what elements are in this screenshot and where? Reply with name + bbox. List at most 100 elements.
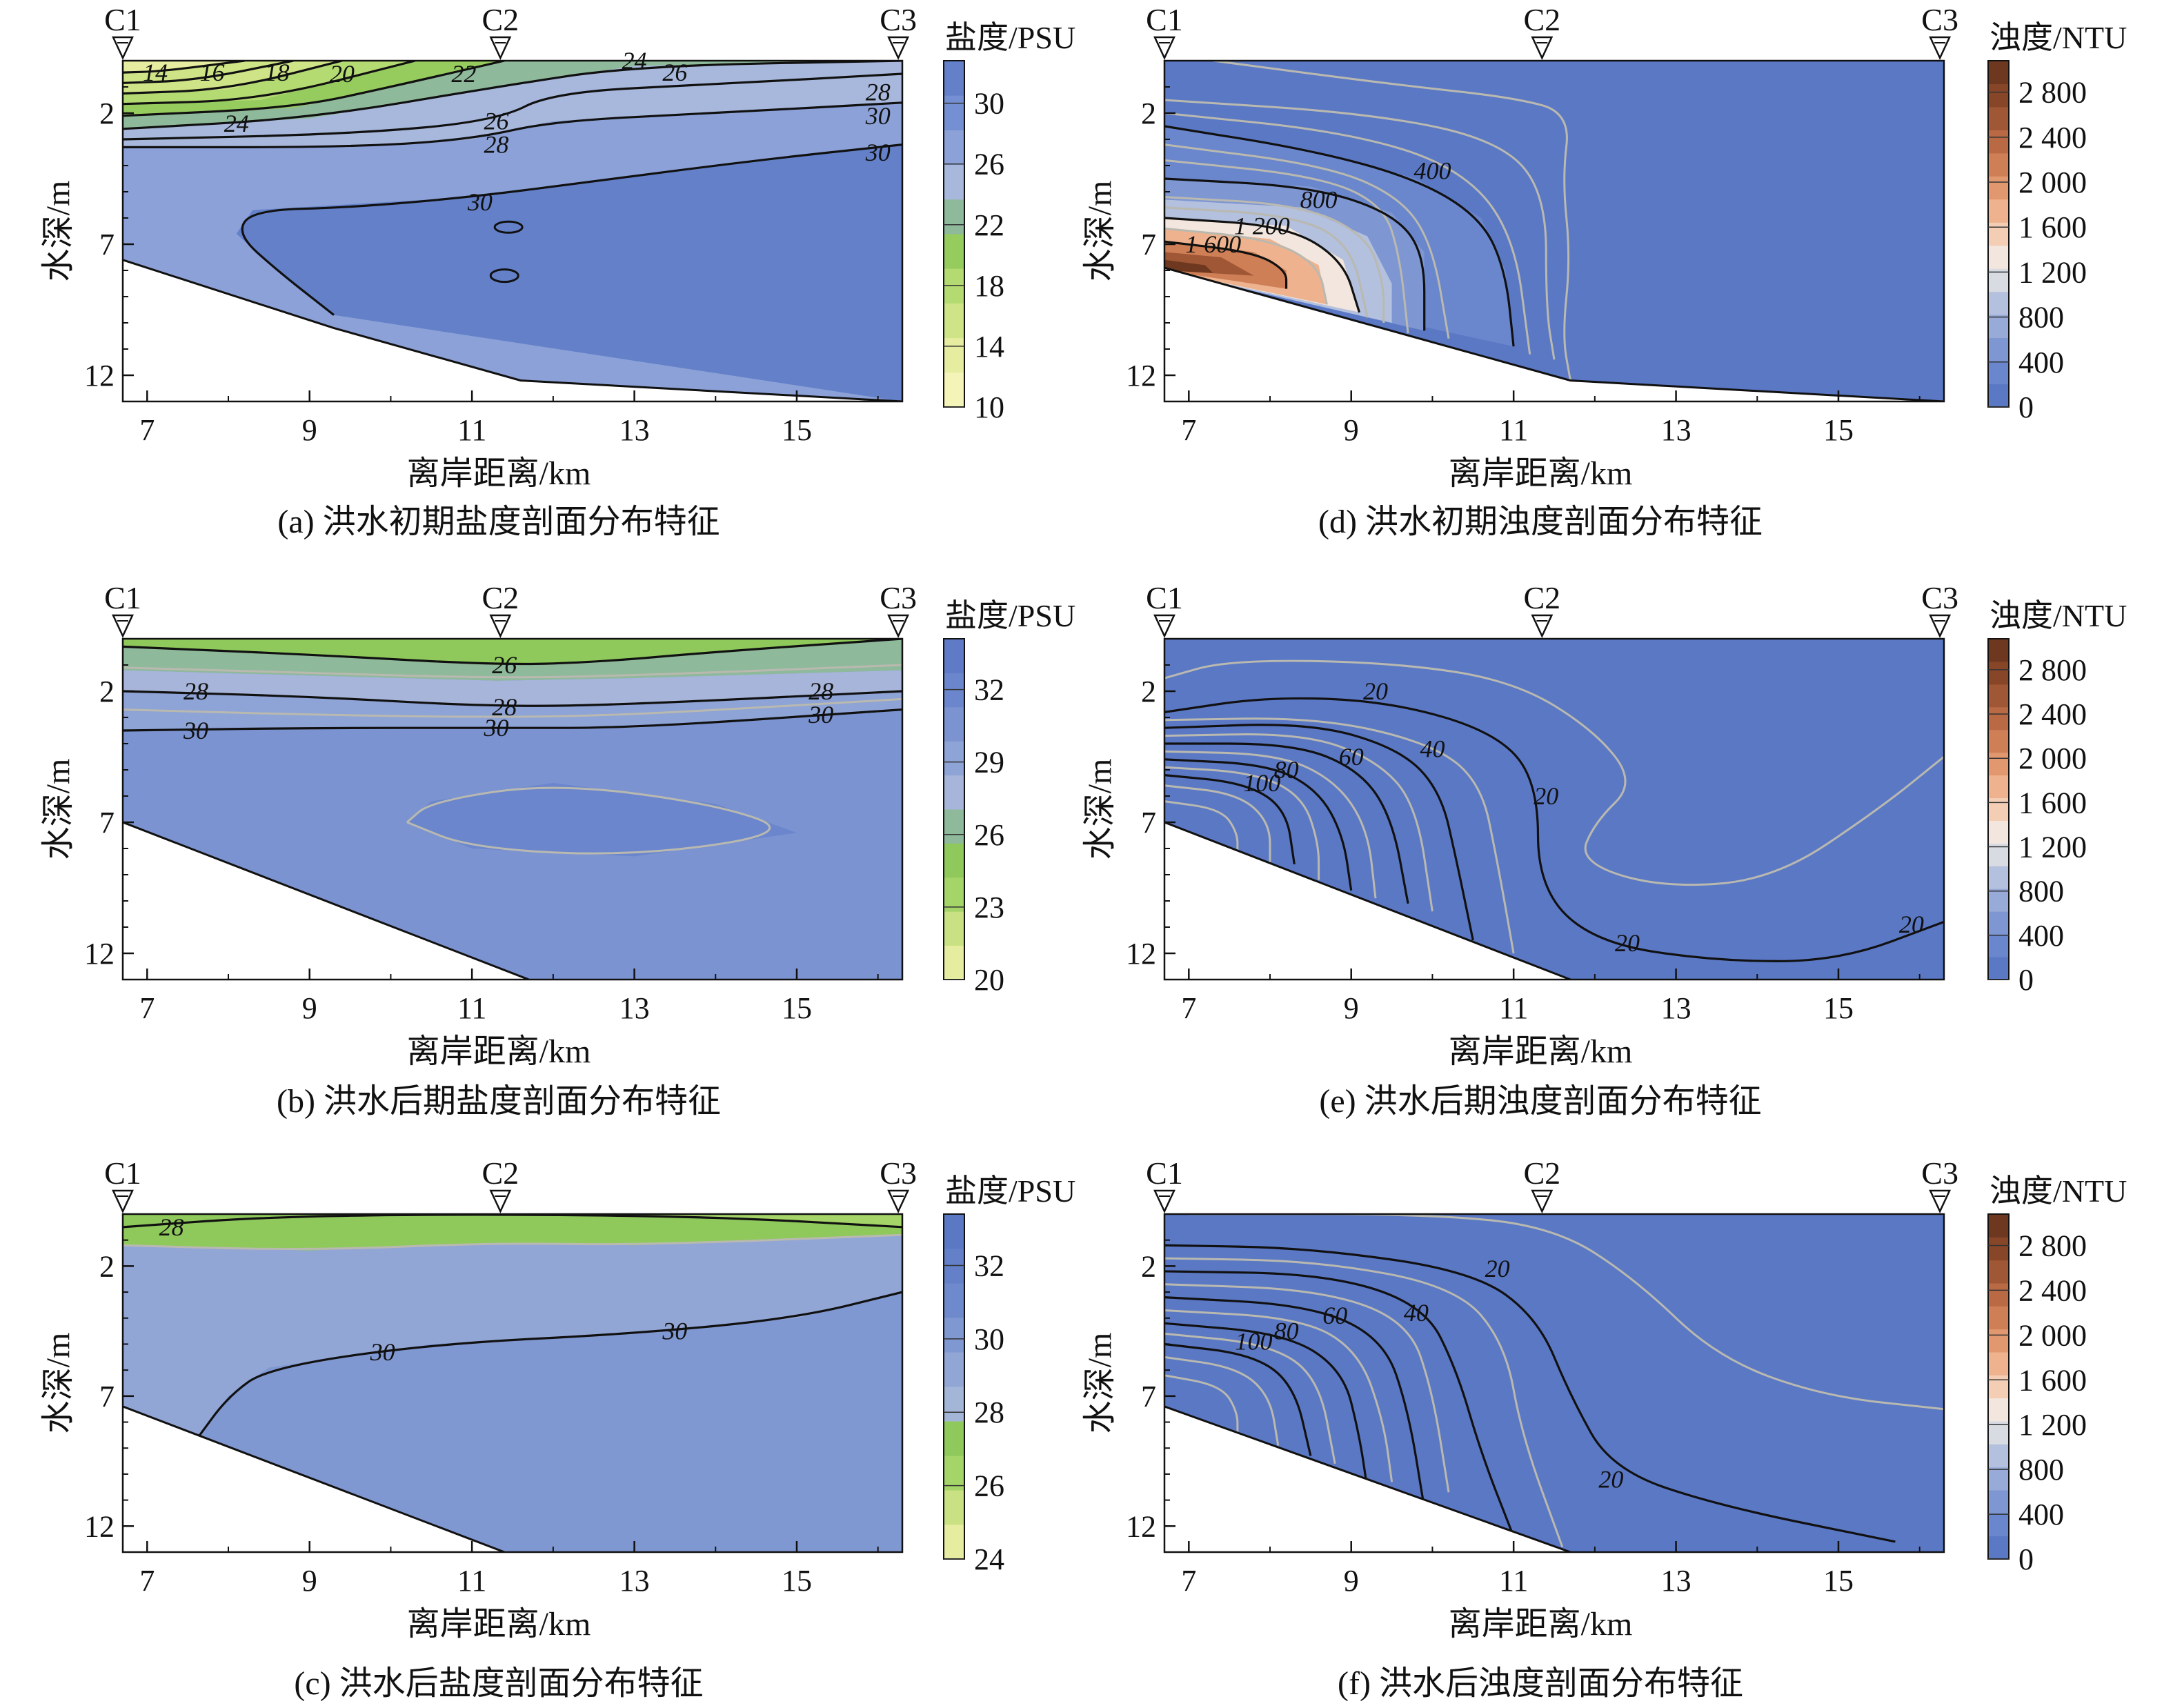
minor-contour-line (123, 1233, 902, 1251)
station-marker-icon (112, 1189, 134, 1213)
colorbar-swatch (944, 234, 964, 269)
station-label: C2 (482, 580, 519, 615)
colorbar-swatch (1988, 222, 2009, 246)
plot-area (123, 61, 902, 401)
fill-zone (1164, 259, 1213, 273)
minor-contour-line (1164, 1283, 1450, 1493)
colorbar-swatch (1988, 729, 2009, 753)
fill-zone (123, 61, 415, 104)
contour-line-20 (1164, 1244, 1896, 1543)
contour-label: 22 (451, 60, 476, 88)
station-marker-icon (887, 614, 910, 638)
contour-label: 14 (143, 59, 168, 86)
colorbar-tick-label: 2 000 (2018, 166, 2087, 199)
minor-contour-line (1164, 143, 1450, 339)
colorbar-tick-label: 26 (974, 1469, 1004, 1503)
panel-caption: (f) 洪水后浊度剖面分布特征 (1338, 1665, 1743, 1702)
fill-zone (123, 1214, 902, 1227)
colorbar-swatch (1988, 337, 2009, 361)
contour-label: 30 (483, 714, 508, 742)
minor-contour-line (1164, 99, 1556, 360)
station-label: C1 (104, 1155, 141, 1191)
colorbar-tick-label: 2 000 (2018, 742, 2087, 775)
minor-contour-line (123, 697, 902, 718)
contour-label: 28 (492, 693, 517, 721)
colorbar-tick-label: 400 (2018, 346, 2064, 379)
x-tick-label: 9 (1344, 1564, 1359, 1598)
station-label: C1 (1146, 1155, 1183, 1191)
station-label: C2 (482, 2, 519, 37)
colorbar-tick-label: 2 000 (2018, 1318, 2087, 1352)
colorbar: 20 23 26 29 32 盐度/PSU (943, 598, 1075, 997)
contour-label: 20 (1534, 782, 1558, 810)
x-tick-label: 7 (139, 991, 155, 1025)
contour-label: 26 (484, 107, 508, 135)
fill-zone (123, 61, 902, 148)
x-tick-label: 11 (457, 991, 486, 1025)
x-axis-label: 离岸距离/km (407, 455, 591, 492)
contour-label: 400 (1413, 157, 1451, 185)
y-tick-label: 7 (99, 1380, 115, 1413)
panel-caption: (e) 洪水后期浊度剖面分布特征 (1319, 1083, 1761, 1120)
minor-contour-line (123, 664, 902, 679)
contour-label: 28 (159, 1213, 184, 1241)
y-tick-label: 12 (84, 937, 115, 971)
seabed-line (123, 1405, 505, 1552)
colorbar: 0 400 800 1 200 1 600 2 000 2 400 2 800 浊度/NTU (1987, 1173, 2127, 1576)
station-marker-icon (1153, 36, 1175, 60)
minor-contour-line (1164, 784, 1271, 864)
station-marker-icon (489, 1189, 512, 1213)
minor-contour-line (1213, 61, 1571, 381)
colorbar: 10 14 18 22 26 30 盐度/PSU (943, 20, 1075, 424)
colorbar-tick-label: 10 (974, 390, 1004, 424)
colorbar-tick-label: 32 (974, 673, 1004, 707)
colorbar-swatch (1988, 1329, 2009, 1353)
colorbar-swatch (1988, 775, 2009, 799)
contour-line-1200 (1164, 217, 1361, 313)
fill-zone (1164, 639, 1944, 980)
colorbar-swatch (1988, 1214, 2009, 1238)
colorbar-tick-label: 28 (974, 1396, 1004, 1429)
x-tick-label: 13 (1661, 413, 1691, 447)
colorbar-swatch (1988, 820, 2009, 844)
contour-label: 30 (808, 701, 833, 728)
contour-label: 20 (1615, 929, 1640, 957)
contour-line-26 (123, 639, 902, 666)
colorbar-tick-label: 400 (2018, 919, 2064, 953)
colorbar-swatch (944, 1387, 964, 1422)
y-tick-label: 7 (1141, 806, 1156, 840)
y-axis-label: 水深/m (1082, 181, 1118, 282)
colorbar-tick-label: 0 (2018, 1542, 2034, 1576)
colorbar-swatch (1988, 152, 2009, 177)
colorbar-swatch (1988, 245, 2009, 269)
colorbar-tick-label: 23 (974, 891, 1004, 924)
seabed-line (1164, 266, 1944, 401)
fill-zone (195, 1292, 902, 1552)
plot-frame (121, 59, 904, 403)
station-marker-icon (887, 1189, 910, 1213)
colorbar-tick-label: 2 400 (2018, 697, 2087, 731)
colorbar-swatch (944, 372, 964, 408)
y-axis-label: 水深/m (1082, 1333, 1118, 1434)
y-tick-label: 12 (84, 359, 115, 393)
panel-caption: (d) 洪水初期浊度剖面分布特征 (1318, 504, 1763, 540)
colorbar-swatch (1988, 661, 2009, 685)
x-tick-label: 9 (302, 1564, 317, 1598)
contour-label: 30 (370, 1338, 395, 1366)
colorbar-title: 浊度/NTU (1990, 1173, 2127, 1209)
y-tick-label: 2 (1141, 675, 1156, 708)
colorbar-swatch (944, 775, 964, 810)
contour-label: 30 (183, 717, 208, 744)
contour-label: 100 (1243, 769, 1280, 797)
minor-contour-line (1164, 206, 1369, 318)
colorbar-swatch (1988, 706, 2009, 731)
seabed-line (123, 821, 530, 980)
contour-label: 28 (484, 131, 508, 159)
x-tick-label: 11 (1499, 413, 1528, 447)
colorbar-swatch (1988, 1513, 2009, 1537)
contour-label: 60 (1322, 1302, 1347, 1329)
